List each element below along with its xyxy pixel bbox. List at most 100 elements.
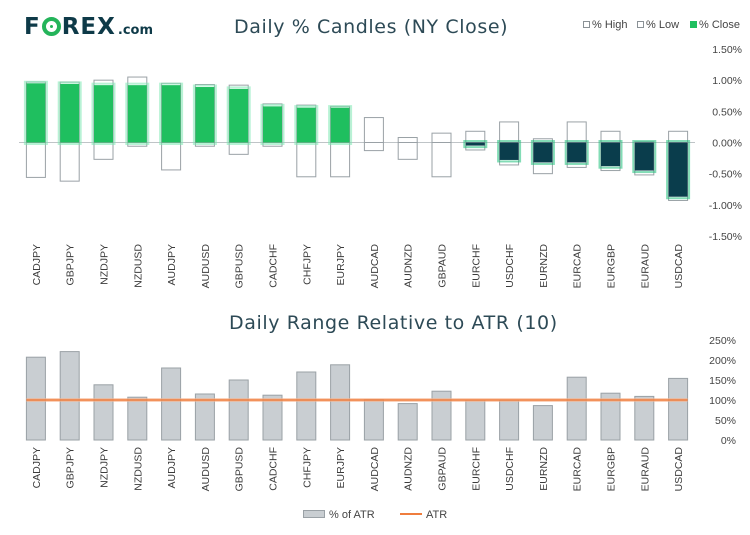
y-tick-label: 150%: [709, 375, 736, 387]
x-tick-label: AUDUSD: [200, 447, 212, 492]
legend-swatch-low: [637, 21, 644, 28]
x-tick-label: NZDJPY: [99, 447, 111, 488]
low-bar: [397, 142, 418, 160]
x-tick-label: GBPAUD: [437, 447, 449, 491]
y-tick-label: 1.50%: [712, 44, 742, 56]
low-bar: [431, 142, 452, 178]
close-bar-glow: [57, 81, 82, 146]
close-bar-glow: [328, 105, 353, 145]
legend-item-close: % Close: [690, 19, 740, 31]
y-tick-label: 250%: [709, 335, 736, 347]
low-bar: [363, 142, 384, 152]
atr-pct-bar: [431, 390, 452, 441]
close-bar-glow: [666, 140, 691, 200]
legend-item-pct-atr: % of ATR: [303, 509, 375, 521]
atr-pct-bar: [634, 395, 655, 441]
x-tick-label: USDCAD: [673, 447, 685, 492]
x-tick-label: CHFJPY: [301, 244, 313, 285]
close-bar-glow: [91, 82, 116, 146]
atr-pct-bar: [363, 399, 384, 441]
legend-label-high: % High: [592, 19, 628, 31]
atr-pct-bar: [397, 403, 418, 441]
close-bar-glow: [125, 82, 150, 146]
legend-swatch-atr: [400, 513, 422, 515]
x-tick-label: AUDNZD: [403, 447, 415, 491]
atr-pct-bar: [59, 351, 80, 441]
x-tick-label: CADJPY: [31, 447, 43, 488]
close-bar: [567, 142, 587, 163]
x-tick-label: AUDUSD: [200, 244, 212, 289]
atr-pct-bar: [161, 367, 182, 441]
logo-suffix: .com: [117, 23, 153, 38]
candles-chart-title: Daily % Candles (NY Close): [234, 16, 509, 38]
x-tick-label: GBPJPY: [65, 244, 77, 285]
close-bar-glow: [294, 105, 319, 145]
legend-label-low: % Low: [646, 19, 680, 31]
close-bar-glow: [497, 140, 522, 163]
atr-pct-bar: [194, 393, 215, 441]
low-bar: [59, 142, 80, 182]
atr-pct-bar: [668, 377, 689, 441]
low-bar: [296, 142, 317, 178]
atr-pct-bar: [330, 364, 351, 441]
close-bar: [330, 107, 350, 143]
atr-pct-bar: [228, 379, 249, 441]
y-tick-label: 50%: [715, 415, 736, 427]
x-tick-label: NZDUSD: [132, 244, 144, 288]
logo-wordmark: F REX: [24, 14, 116, 40]
x-tick-label: EURAUD: [639, 244, 651, 289]
legend-swatch-close: [690, 21, 697, 28]
y-tick-label: 0.00%: [712, 138, 742, 150]
low-bar: [161, 142, 182, 171]
x-tick-label: CADCHF: [268, 244, 280, 288]
x-tick-label: NZDUSD: [132, 447, 144, 491]
x-tick-label: EURCHF: [470, 244, 482, 288]
x-tick-label: EURNZD: [538, 244, 550, 288]
x-tick-label: EURNZD: [538, 447, 550, 491]
atr-chart-title: Daily Range Relative to ATR (10): [229, 312, 558, 334]
x-tick-label: EURGBP: [606, 447, 618, 491]
legend-label-atr: ATR: [426, 509, 448, 521]
y-tick-label: 200%: [709, 355, 736, 367]
y-tick-label: -1.50%: [709, 231, 742, 243]
legend-label-pct-atr: % of ATR: [329, 509, 375, 521]
y-tick-label: -0.50%: [709, 169, 742, 181]
legend-item-low: % Low: [637, 19, 679, 31]
close-bar: [195, 87, 215, 143]
close-bar: [533, 142, 553, 163]
x-tick-label: GBPJPY: [65, 447, 77, 488]
x-tick-label: EURJPY: [335, 447, 347, 488]
logo-o-icon: [41, 17, 61, 36]
legend-swatch-pct-atr: [303, 510, 325, 518]
close-bar-glow: [260, 103, 285, 145]
x-tick-label: CHFJPY: [301, 447, 313, 488]
close-bar: [668, 142, 688, 197]
close-bar-glow: [159, 82, 184, 146]
close-bar: [465, 142, 485, 146]
atr-pct-bar: [566, 376, 587, 441]
x-tick-label: CADCHF: [268, 447, 280, 491]
x-tick-label: USDCHF: [504, 244, 516, 288]
high-bar: [397, 137, 418, 144]
x-tick-label: EURGBP: [606, 244, 618, 288]
legend-item-high: % High: [583, 19, 627, 31]
low-bar: [93, 142, 114, 160]
close-bar-glow: [23, 80, 48, 145]
close-bar-glow: [463, 140, 488, 149]
x-tick-label: GBPUSD: [234, 244, 246, 289]
close-bar: [634, 142, 654, 171]
atr-pct-bar: [600, 392, 621, 441]
x-tick-label: AUDCAD: [369, 447, 381, 492]
x-tick-label: EURCAD: [572, 447, 584, 492]
high-bar: [363, 117, 384, 143]
close-bar: [26, 83, 46, 143]
y-tick-label: -1.00%: [709, 200, 742, 212]
x-tick-label: USDCHF: [504, 447, 516, 491]
x-tick-label: USDCAD: [673, 244, 685, 289]
close-bar: [499, 142, 519, 160]
atr-pct-bar: [127, 396, 148, 441]
forex-logo: F REX .com: [24, 14, 153, 42]
x-tick-label: AUDNZD: [403, 244, 415, 288]
close-bar: [94, 85, 113, 143]
